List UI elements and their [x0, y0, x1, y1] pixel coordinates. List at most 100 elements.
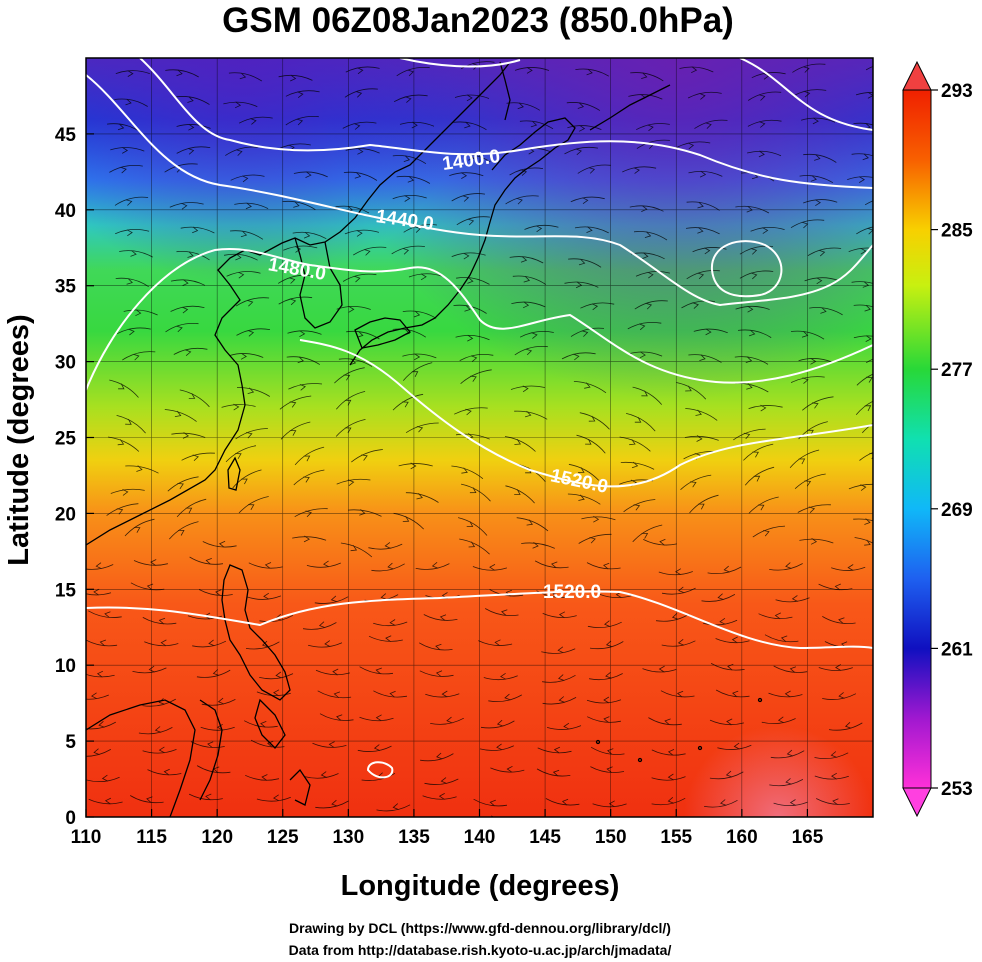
streamline	[314, 596, 349, 604]
streamline	[685, 227, 720, 235]
streamline-arrow	[205, 558, 212, 565]
streamline-arrow	[608, 800, 615, 808]
streamline-arrow	[176, 325, 183, 333]
streamline	[628, 351, 663, 357]
streamline	[86, 694, 109, 700]
streamline	[420, 753, 454, 762]
streamline	[764, 634, 799, 643]
streamline	[306, 562, 341, 568]
streamline-arrow	[177, 483, 184, 490]
streamline	[455, 334, 490, 341]
streamline-arrow	[117, 123, 125, 131]
streamline-arrow	[791, 595, 798, 602]
streamline	[115, 277, 149, 288]
streamline	[336, 478, 371, 485]
streamline-arrow	[752, 451, 759, 458]
streamline	[198, 589, 233, 596]
streamline-arrow	[789, 799, 796, 806]
streamline	[627, 321, 662, 330]
streamline-arrow	[585, 438, 592, 445]
streamline	[688, 170, 723, 177]
streamline-arrow	[520, 169, 528, 176]
x-tick-label-165: 165	[792, 827, 824, 848]
streamline-arrow	[864, 405, 872, 412]
streamline	[488, 694, 522, 702]
streamline-arrow	[759, 121, 766, 128]
streamline	[636, 139, 670, 149]
streamline	[822, 693, 857, 700]
streamline	[744, 466, 775, 486]
streamline-arrow	[516, 197, 523, 205]
streamline	[816, 798, 850, 805]
streamline-arrow	[133, 527, 141, 533]
y-tick-label-45: 45	[55, 125, 77, 146]
streamline-arrow	[146, 583, 154, 591]
streamline-arrow	[593, 515, 600, 523]
streamline-arrow	[698, 503, 705, 510]
streamline	[505, 195, 539, 205]
streamline	[590, 746, 625, 755]
streamline	[684, 435, 719, 441]
x-axis-ticks: 110 115 120 125 130 135 140 145 150 155 160 165	[71, 809, 824, 848]
streamline-arrow	[831, 772, 838, 780]
streamline	[855, 400, 873, 415]
streamline	[735, 205, 770, 214]
streamline-arrow	[297, 356, 304, 364]
streamline	[343, 171, 378, 181]
streamline	[164, 163, 198, 173]
streamline	[589, 641, 624, 650]
streamline	[803, 153, 837, 163]
streamline	[799, 538, 834, 544]
streamline-arrow	[436, 752, 443, 760]
contour-1440	[86, 74, 873, 307]
streamline-arrow	[116, 508, 124, 515]
streamline-arrow	[410, 462, 417, 470]
streamline-arrow	[631, 461, 639, 469]
streamline-arrow	[435, 670, 443, 678]
streamline	[244, 720, 278, 728]
streamline-arrow	[496, 743, 503, 751]
streamline-arrow	[644, 231, 652, 238]
streamline-arrow	[517, 102, 524, 110]
streamline-arrow	[357, 67, 364, 75]
streamline-arrow	[658, 665, 665, 673]
streamline-arrow	[435, 643, 442, 651]
x-tick-label-145: 145	[529, 827, 561, 848]
streamline	[853, 335, 873, 339]
streamline	[865, 66, 873, 71]
streamline-arrow	[578, 258, 586, 266]
streamline	[737, 329, 772, 338]
colorbar-tick-label-261: 261	[941, 639, 973, 660]
streamline-arrow	[685, 385, 692, 392]
streamline	[368, 543, 403, 550]
streamline	[307, 642, 343, 648]
streamline-arrow	[697, 227, 704, 234]
streamline-arrow	[215, 589, 222, 597]
streamline	[142, 617, 177, 625]
streamline-arrow	[784, 690, 791, 698]
streamline-arrow	[581, 330, 589, 337]
streamline-arrow	[440, 777, 447, 784]
streamline-arrow	[814, 199, 821, 207]
streamline	[225, 445, 256, 463]
streamline	[586, 562, 621, 570]
streamline	[110, 147, 145, 152]
streamline-arrow	[745, 356, 753, 363]
streamline	[419, 670, 454, 677]
streamline-arrow	[267, 740, 274, 748]
streamline	[279, 395, 312, 410]
streamline	[223, 101, 258, 108]
streamline-arrow	[438, 793, 445, 800]
streamline	[814, 752, 849, 759]
streamline-arrow	[647, 271, 654, 279]
streamline	[797, 504, 831, 513]
streamline	[250, 739, 285, 748]
streamline	[259, 614, 294, 623]
streamline-arrow	[558, 696, 565, 703]
streamline-arrow	[697, 272, 705, 280]
streamline-arrow	[832, 798, 839, 806]
streamline-arrow	[403, 155, 411, 162]
streamline	[792, 63, 826, 73]
streamline	[794, 473, 826, 489]
streamline-arrow	[835, 826, 841, 832]
